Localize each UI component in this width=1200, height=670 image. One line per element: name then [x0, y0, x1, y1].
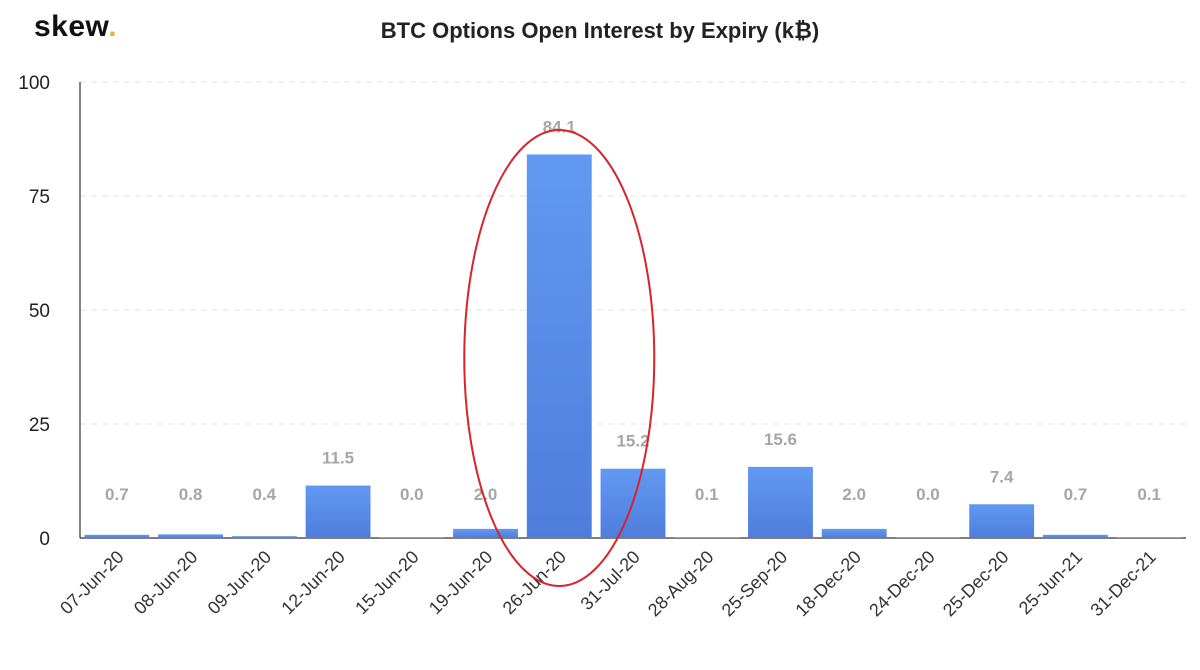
- data-labels: 0.7 0.8 0.4 11.5 0.0 2.0 84.1 15.2 0.1 15.6 2.0 0.0…: [105, 118, 1161, 504]
- logo-text: skew: [34, 10, 109, 43]
- data-label: 0.7: [105, 485, 129, 504]
- highlight-ellipse: [463, 129, 656, 587]
- grid-lines: [80, 81, 1186, 425]
- x-tick-label: 25-Dec-20: [939, 547, 1013, 621]
- bar: [969, 504, 1035, 538]
- x-tick-label: 28-Aug-20: [644, 547, 718, 621]
- x-tick-label: 19-Jun-20: [425, 547, 496, 618]
- y-tick-label: 75: [29, 187, 50, 208]
- data-label: 0.0: [400, 485, 424, 504]
- bar: [305, 485, 371, 538]
- annotations: [463, 129, 656, 587]
- skew-logo: skew.: [34, 10, 117, 44]
- x-tick-label: 24-Dec-20: [865, 547, 939, 621]
- bar: [1042, 534, 1108, 538]
- bar: [748, 466, 813, 538]
- data-label: 0.1: [695, 485, 719, 504]
- x-tick-label: 08-Jun-20: [130, 547, 201, 618]
- bar: [158, 534, 224, 538]
- x-tick-label: 31-Dec-21: [1086, 547, 1160, 621]
- x-tick-label: 25-Sep-20: [718, 547, 792, 621]
- x-tick-label: 18-Dec-20: [791, 547, 865, 621]
- x-tick-label: 15-Jun-20: [351, 547, 422, 618]
- bar: [84, 534, 150, 538]
- chart-title: BTC Options Open Interest by Expiry (k₿): [380, 18, 820, 43]
- x-tick-label: 12-Jun-20: [277, 547, 348, 618]
- data-label: 0.4: [253, 485, 277, 504]
- data-label: 11.5: [322, 449, 354, 468]
- bar: [453, 528, 518, 538]
- bar: [674, 537, 740, 538]
- data-label: 0.0: [916, 485, 940, 504]
- bar: [379, 537, 445, 538]
- x-tick-label: 09-Jun-20: [204, 547, 275, 618]
- data-label: 15.2: [616, 432, 649, 451]
- logo-dot: .: [108, 10, 118, 43]
- y-tick-labels: 0 25 50 75 100: [18, 73, 50, 550]
- y-tick-label: 0: [39, 529, 50, 550]
- bars: [84, 154, 1182, 538]
- data-label: 7.4: [990, 467, 1014, 486]
- x-tick-label: 31-Jul-20: [577, 547, 644, 614]
- y-tick-label: 50: [29, 301, 50, 322]
- x-tick-labels: 07-Jun-20 08-Jun-20 09-Jun-20 12-Jun-20 15-J…: [56, 547, 1160, 621]
- data-label: 0.7: [1064, 485, 1088, 504]
- data-label: 0.1: [1137, 485, 1161, 504]
- data-label: 0.8: [179, 485, 203, 504]
- data-label: 84.1: [543, 118, 576, 137]
- x-tick-label: 07-Jun-20: [56, 547, 127, 618]
- y-tick-label: 25: [29, 415, 50, 436]
- data-label: 2.0: [842, 485, 866, 504]
- bar: [895, 537, 961, 538]
- bar: [821, 528, 887, 538]
- bar: [526, 154, 592, 538]
- x-tick-label: 26-Jun-20: [499, 547, 570, 618]
- bar: [1116, 537, 1182, 538]
- x-tick-label: 25-Jun-21: [1015, 547, 1086, 618]
- y-tick-label: 100: [18, 73, 50, 94]
- data-label: 2.0: [474, 485, 498, 504]
- data-label: 15.6: [764, 430, 797, 449]
- bar: [231, 536, 297, 538]
